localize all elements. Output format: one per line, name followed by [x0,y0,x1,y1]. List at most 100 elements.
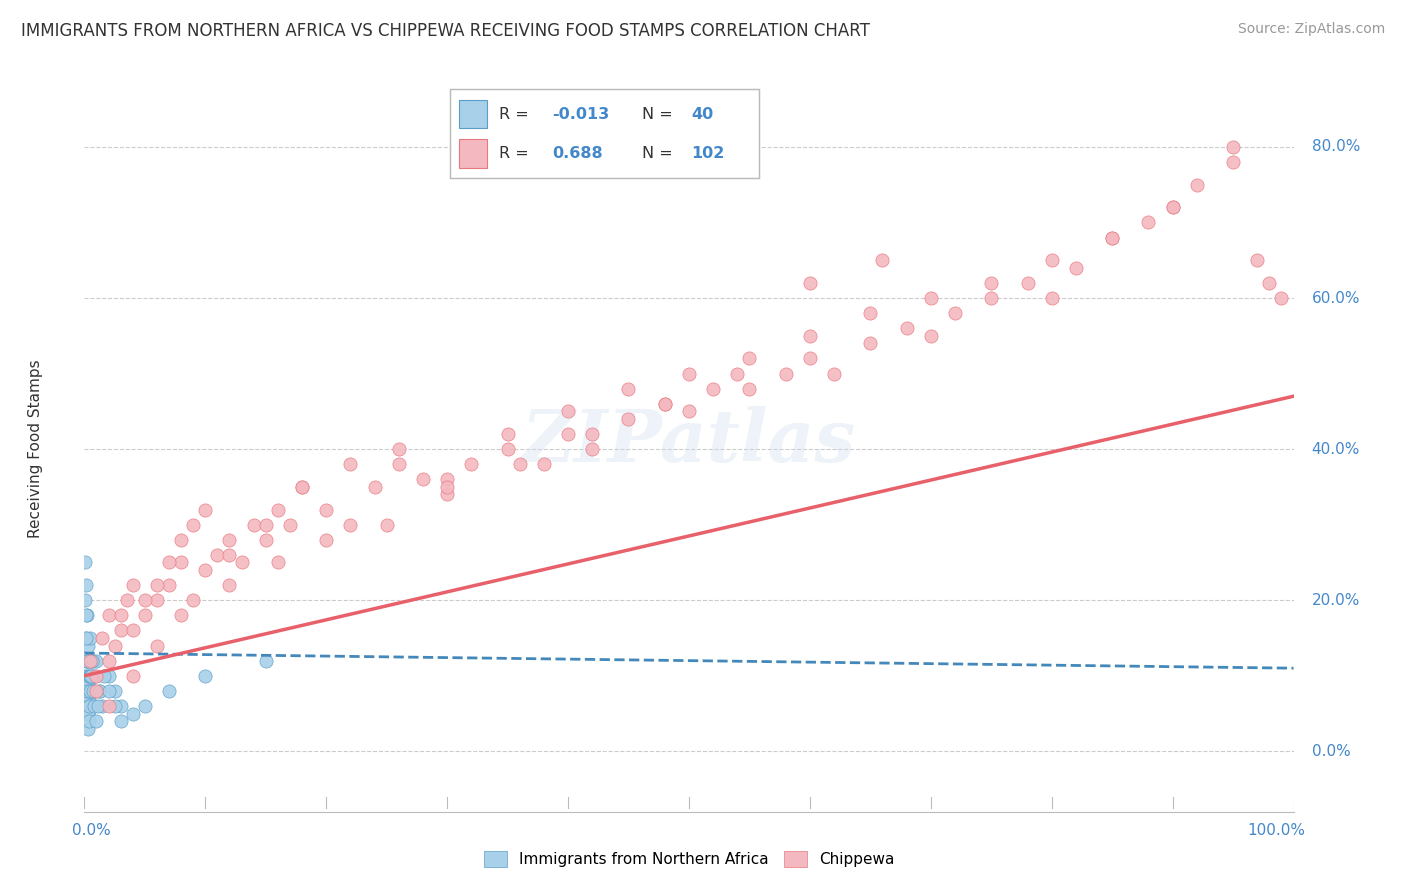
Point [91,698,114,713]
Point [194,563,217,577]
Point [1064,260,1087,275]
Point [496,427,519,442]
Point [82,683,104,698]
Point [339,517,361,532]
Point [436,472,458,486]
Point [157,683,180,698]
Point [121,578,143,592]
Point [799,328,821,343]
Point [79,683,101,698]
Point [557,404,579,418]
Point [291,480,314,494]
Point [75,556,97,570]
Point [77,714,100,728]
Point [82,654,104,668]
Point [75,631,97,645]
Point [157,578,180,592]
Point [86,654,108,668]
Point [75,654,97,668]
Point [254,517,277,532]
Point [134,698,156,713]
Point [1040,291,1063,305]
Point [581,442,603,456]
Point [82,669,104,683]
Point [1270,291,1292,305]
Point [581,427,603,442]
Point [896,321,918,335]
Point [859,336,882,351]
Text: 0.0%: 0.0% [1312,744,1350,759]
Point [1222,155,1244,169]
Point [181,517,204,532]
Point [110,608,132,623]
Point [79,654,101,668]
Point [76,706,98,721]
Point [79,631,101,645]
Point [77,639,100,653]
Text: Receiving Food Stamps: Receiving Food Stamps [28,359,44,539]
Point [1017,276,1039,290]
Point [725,367,748,381]
Point [678,367,700,381]
Point [104,683,127,698]
Point [170,533,193,547]
Point [121,624,143,638]
Point [617,382,640,396]
Point [76,683,98,698]
Point [87,683,110,698]
Point [799,276,821,290]
Point [980,276,1002,290]
Point [218,548,240,562]
Point [97,669,120,683]
Text: R =: R = [499,146,534,161]
Point [83,698,105,713]
Point [738,382,761,396]
Point [218,578,240,592]
Point [134,593,156,607]
Point [1222,140,1244,154]
Point [363,480,385,494]
Point [76,683,98,698]
Point [254,533,277,547]
Point [146,639,169,653]
Point [80,669,103,683]
Point [678,404,700,418]
Point [1101,230,1123,244]
Point [134,608,156,623]
Point [97,683,120,698]
Point [218,533,240,547]
Point [654,397,676,411]
Point [181,593,204,607]
Text: ZIPatlas: ZIPatlas [522,406,856,477]
Point [73,593,96,607]
Point [86,683,108,698]
Point [84,714,107,728]
Point [375,517,398,532]
Point [75,608,97,623]
Point [79,698,101,713]
Point [76,654,98,668]
Point [194,669,217,683]
Point [1137,215,1160,229]
Text: -0.013: -0.013 [553,107,609,121]
Text: IMMIGRANTS FROM NORTHERN AFRICA VS CHIPPEWA RECEIVING FOOD STAMPS CORRELATION CH: IMMIGRANTS FROM NORTHERN AFRICA VS CHIPP… [21,22,870,40]
Point [121,669,143,683]
Point [859,306,882,320]
Point [1258,276,1281,290]
Point [80,654,103,668]
Point [110,714,132,728]
Point [799,351,821,366]
Text: N =: N = [641,107,678,121]
Point [267,556,290,570]
Point [77,654,100,668]
Point [207,548,229,562]
Point [75,578,97,592]
Point [823,367,845,381]
Point [170,608,193,623]
Point [75,631,97,645]
Point [91,631,114,645]
Point [76,654,98,668]
Point [315,502,337,516]
Text: R =: R = [499,107,534,121]
Point [83,683,105,698]
